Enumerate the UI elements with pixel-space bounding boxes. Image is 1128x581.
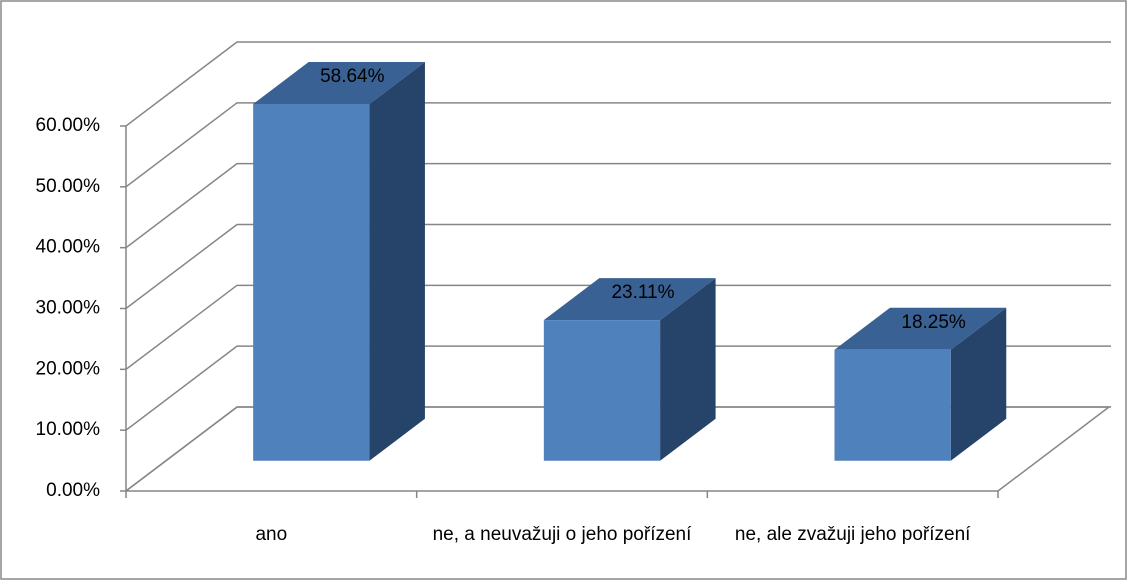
y-tick-label: 40.00% xyxy=(36,237,101,258)
y-tick-label: 50.00% xyxy=(36,176,101,197)
bar-side xyxy=(950,307,1007,461)
grid-line xyxy=(125,406,1111,492)
bar-top xyxy=(253,62,425,105)
bar xyxy=(543,278,716,461)
y-tick-label: 30.00% xyxy=(36,298,101,319)
bar-top xyxy=(834,307,1007,350)
x-tick-label: ne, ale zvažuji jeho pořízení xyxy=(734,524,971,545)
grid-line xyxy=(125,223,1111,310)
grid-line xyxy=(125,41,1111,127)
bar xyxy=(834,307,1007,461)
bar-front xyxy=(253,104,370,461)
y-tick-label: 0.00% xyxy=(46,480,100,501)
value-label: 23.11% xyxy=(611,282,674,303)
grid-line xyxy=(125,162,1111,249)
y-tick-label: 10.00% xyxy=(36,419,101,440)
x-tick-label: ne, a neuvažuji o jeho pořízení xyxy=(432,524,692,545)
value-label: 18.25% xyxy=(901,312,966,333)
x-tick-label: ano xyxy=(255,524,288,545)
bar-front xyxy=(543,320,661,461)
bar-side xyxy=(660,278,716,461)
grid-line xyxy=(125,284,1111,370)
bar-side xyxy=(369,62,425,461)
y-tick-label: 60.00% xyxy=(36,115,101,136)
grid-line xyxy=(125,102,1111,188)
bar-front xyxy=(834,349,951,461)
bar xyxy=(253,62,425,461)
y-tick-label: 20.00% xyxy=(36,358,101,379)
grid-line xyxy=(125,345,1111,431)
bar-top xyxy=(543,278,716,321)
value-label: 58.64% xyxy=(320,66,385,87)
